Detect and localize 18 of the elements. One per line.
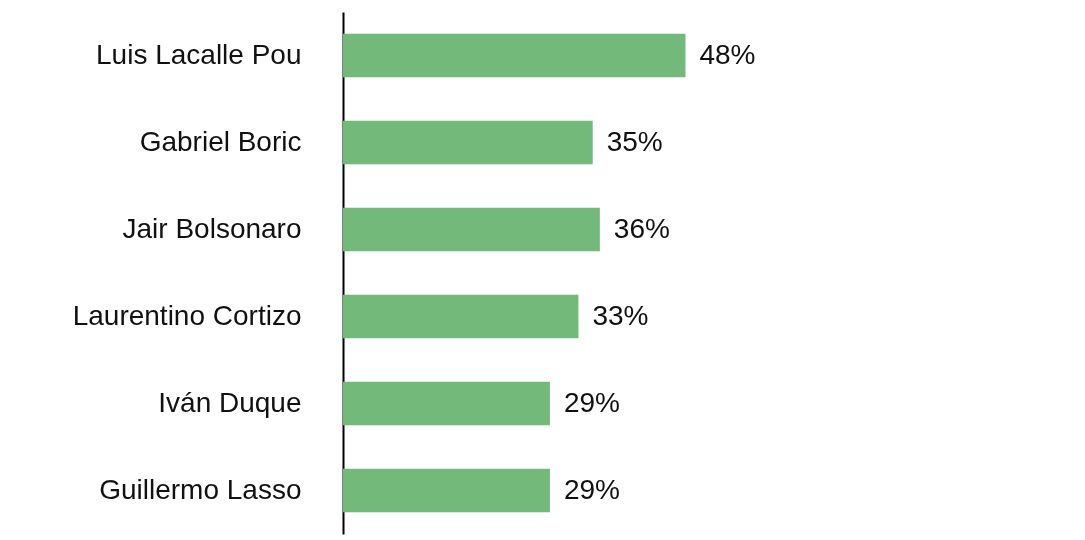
bar bbox=[343, 207, 600, 252]
y-tick-label: Laurentino Cortizo bbox=[72, 299, 302, 331]
data-label: 29% bbox=[563, 386, 620, 418]
data-label: 33% bbox=[592, 299, 649, 331]
bar bbox=[343, 381, 550, 426]
y-tick-label: Iván Duque bbox=[158, 386, 302, 418]
bar bbox=[343, 294, 579, 339]
y-tick-label: Gabriel Boric bbox=[139, 125, 302, 157]
y-tick-label: Guillermo Lasso bbox=[99, 473, 302, 505]
y-tick-label: Luis Lacalle Pou bbox=[96, 38, 302, 70]
y-tick-label: Jair Bolsonaro bbox=[122, 212, 302, 244]
data-label: 35% bbox=[606, 125, 663, 157]
bar bbox=[343, 468, 550, 513]
data-label: 29% bbox=[563, 473, 620, 505]
bar bbox=[343, 120, 593, 165]
bar bbox=[343, 33, 686, 78]
data-label: 36% bbox=[613, 212, 670, 244]
data-label: 48% bbox=[699, 38, 756, 70]
